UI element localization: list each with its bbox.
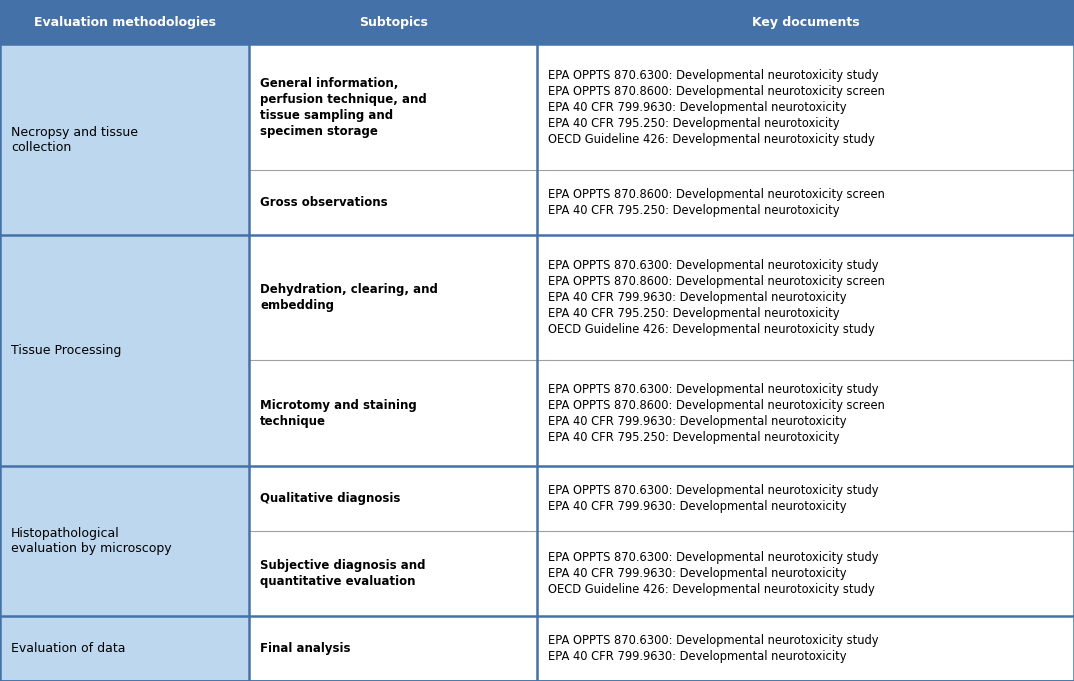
Text: EPA OPPTS 870.8600: Developmental neurotoxicity screen
EPA 40 CFR 795.250: Devel: EPA OPPTS 870.8600: Developmental neurot… bbox=[548, 188, 885, 217]
Bar bbox=[0, 466, 249, 616]
Bar bbox=[537, 466, 1074, 530]
Bar bbox=[537, 235, 1074, 360]
Bar bbox=[537, 170, 1074, 235]
Text: Gross observations: Gross observations bbox=[260, 196, 388, 209]
Bar bbox=[0, 616, 249, 681]
Text: Microtomy and staining
technique: Microtomy and staining technique bbox=[260, 398, 417, 428]
Text: Tissue Processing: Tissue Processing bbox=[11, 344, 121, 357]
Text: Key documents: Key documents bbox=[752, 16, 859, 29]
Text: EPA OPPTS 870.6300: Developmental neurotoxicity study
EPA 40 CFR 799.9630: Devel: EPA OPPTS 870.6300: Developmental neurot… bbox=[548, 484, 879, 513]
Text: EPA OPPTS 870.6300: Developmental neurotoxicity study
EPA 40 CFR 799.9630: Devel: EPA OPPTS 870.6300: Developmental neurot… bbox=[548, 551, 879, 596]
Bar bbox=[249, 530, 537, 616]
Text: Subtopics: Subtopics bbox=[359, 16, 427, 29]
Text: EPA OPPTS 870.6300: Developmental neurotoxicity study
EPA 40 CFR 799.9630: Devel: EPA OPPTS 870.6300: Developmental neurot… bbox=[548, 634, 879, 663]
Text: EPA OPPTS 870.6300: Developmental neurotoxicity study
EPA OPPTS 870.8600: Develo: EPA OPPTS 870.6300: Developmental neurot… bbox=[548, 69, 885, 146]
Text: Evaluation methodologies: Evaluation methodologies bbox=[33, 16, 216, 29]
Bar bbox=[249, 44, 537, 170]
Text: Necropsy and tissue
collection: Necropsy and tissue collection bbox=[11, 126, 139, 154]
Text: Histopathological
evaluation by microscopy: Histopathological evaluation by microsco… bbox=[11, 527, 172, 555]
Bar bbox=[0, 235, 249, 466]
Text: Qualitative diagnosis: Qualitative diagnosis bbox=[260, 492, 401, 505]
Bar bbox=[249, 360, 537, 466]
Text: EPA OPPTS 870.6300: Developmental neurotoxicity study
EPA OPPTS 870.8600: Develo: EPA OPPTS 870.6300: Developmental neurot… bbox=[548, 383, 885, 443]
Bar bbox=[249, 616, 537, 681]
Text: Evaluation of data: Evaluation of data bbox=[11, 642, 126, 655]
Bar bbox=[249, 170, 537, 235]
Text: General information,
perfusion technique, and
tissue sampling and
specimen stora: General information, perfusion technique… bbox=[260, 77, 427, 138]
Bar bbox=[537, 530, 1074, 616]
Text: Subjective diagnosis and
quantitative evaluation: Subjective diagnosis and quantitative ev… bbox=[260, 559, 425, 588]
Bar bbox=[0, 0, 1074, 44]
Bar bbox=[249, 235, 537, 360]
Bar bbox=[0, 44, 249, 235]
Bar bbox=[537, 44, 1074, 170]
Bar bbox=[537, 360, 1074, 466]
Text: Final analysis: Final analysis bbox=[260, 642, 351, 655]
Text: EPA OPPTS 870.6300: Developmental neurotoxicity study
EPA OPPTS 870.8600: Develo: EPA OPPTS 870.6300: Developmental neurot… bbox=[548, 259, 885, 336]
Bar bbox=[537, 616, 1074, 681]
Text: Dehydration, clearing, and
embedding: Dehydration, clearing, and embedding bbox=[260, 283, 438, 312]
Bar bbox=[249, 466, 537, 530]
